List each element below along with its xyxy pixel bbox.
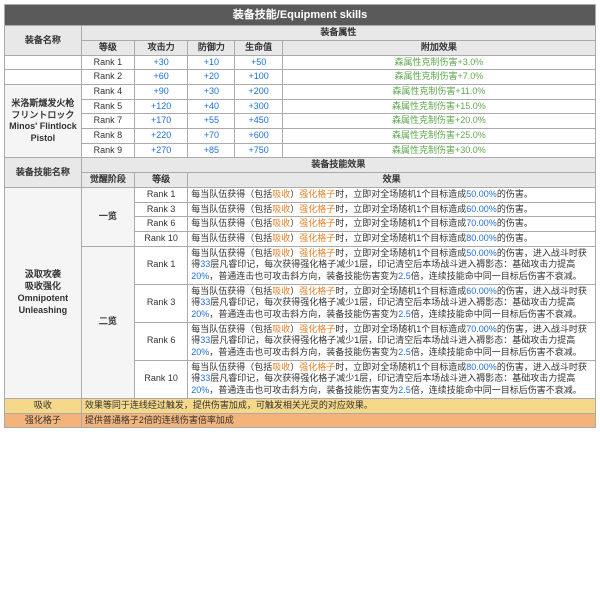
skill-row: 汲取攻袭吸收强化Omnipotent Unleashing一览Rank 1每当队… — [5, 187, 596, 202]
effect: 每当队伍获得（包括吸收）强化格子时，立即对全场随机1个目标造成60.00%的伤害… — [188, 202, 596, 217]
rank: Rank 1 — [81, 55, 134, 70]
rank: Rank 1 — [135, 246, 188, 284]
empty-cell — [5, 70, 82, 85]
atk: +120 — [135, 99, 188, 114]
effect: 每当队伍获得（包括吸收）强化格子时，立即对全场随机1个目标造成50.00%的伤害… — [188, 246, 596, 284]
stat-row: Rank 5 +120 +40 +300 森属性克制伤害+15.0% — [5, 99, 596, 114]
absorb-label: 吸收 — [5, 398, 82, 413]
effect: 每当队伍获得（包括吸收）强化格子时，立即对全场随机1个目标造成70.00%的伤害… — [188, 322, 596, 360]
effect: 每当队伍获得（包括吸收）强化格子时，立即对全场随机1个目标造成70.00%的伤害… — [188, 217, 596, 232]
col-def: 防御力 — [188, 40, 235, 55]
extra: 森属性克制伤害+7.0% — [282, 70, 595, 85]
rank: Rank 3 — [135, 202, 188, 217]
awaken-1: 一览 — [81, 187, 134, 246]
atk: +170 — [135, 114, 188, 129]
hp: +600 — [235, 129, 282, 144]
stat-row: Rank 8 +220 +70 +600 森属性克制伤害+25.0% — [5, 129, 596, 144]
def: +10 — [188, 55, 235, 70]
extra: 森属性克制伤害+25.0% — [282, 129, 595, 144]
col-extra: 附加效果 — [282, 40, 595, 55]
skill-name-cell: 汲取攻袭吸收强化Omnipotent Unleashing — [5, 187, 82, 398]
hp: +300 — [235, 99, 282, 114]
rank: Rank 1 — [135, 187, 188, 202]
col-skill-name: 装备技能名称 — [5, 158, 82, 187]
extra: 森属性克制伤害+3.0% — [282, 55, 595, 70]
def: +55 — [188, 114, 235, 129]
hp: +100 — [235, 70, 282, 85]
hp: +200 — [235, 85, 282, 100]
extra: 森属性克制伤害+11.0% — [282, 85, 595, 100]
effect: 每当队伍获得（包括吸收）强化格子时，立即对全场随机1个目标造成80.00%的伤害… — [188, 231, 596, 246]
rank: Rank 6 — [135, 217, 188, 232]
extra: 森属性克制伤害+20.0% — [282, 114, 595, 129]
col-rank2: 等级 — [135, 173, 188, 188]
effect: 每当队伍获得（包括吸收）强化格子时，立即对全场随机1个目标造成50.00%的伤害… — [188, 187, 596, 202]
rank: Rank 8 — [81, 129, 134, 144]
col-atk: 攻击力 — [135, 40, 188, 55]
def: +30 — [188, 85, 235, 100]
footer-boost: 强化格子 提供普通格子2倍的连线伤害倍率加成 — [5, 413, 596, 428]
absorb-desc: 效果等同于连线经过触发，提供伤害加成，可触发相关光灵的对应效果。 — [81, 398, 595, 413]
hp: +50 — [235, 55, 282, 70]
skill-row: 二览Rank 1每当队伍获得（包括吸收）强化格子时，立即对全场随机1个目标造成5… — [5, 246, 596, 284]
atk: +220 — [135, 129, 188, 144]
table-title: 装备技能/Equipment skills — [5, 5, 596, 26]
footer-absorb: 吸收 效果等同于连线经过触发，提供伤害加成，可触发相关光灵的对应效果。 — [5, 398, 596, 413]
rank: Rank 2 — [81, 70, 134, 85]
col-effect: 效果 — [188, 173, 596, 188]
boost-desc: 提供普通格子2倍的连线伤害倍率加成 — [81, 413, 595, 428]
def: +40 — [188, 99, 235, 114]
def: +70 — [188, 129, 235, 144]
rank: Rank 10 — [135, 231, 188, 246]
atk: +30 — [135, 55, 188, 70]
hp: +450 — [235, 114, 282, 129]
col-awaken: 觉醒阶段 — [81, 173, 134, 188]
rank: Rank 6 — [135, 322, 188, 360]
stat-row: Rank 1 +30 +10 +50 森属性克制伤害+3.0% — [5, 55, 596, 70]
col-equip-attr: 装备属性 — [81, 26, 595, 41]
extra: 森属性克制伤害+30.0% — [282, 143, 595, 158]
rank: Rank 3 — [135, 284, 188, 322]
effect: 每当队伍获得（包括吸收）强化格子时，立即对全场随机1个目标造成80.00%的伤害… — [188, 360, 596, 398]
rank: Rank 7 — [81, 114, 134, 129]
def: +85 — [188, 143, 235, 158]
col-skill-eff: 装备技能效果 — [81, 158, 595, 173]
stat-row: Rank 2 +60 +20 +100 森属性克制伤害+7.0% — [5, 70, 596, 85]
atk: +270 — [135, 143, 188, 158]
stat-row: Rank 7 +170 +55 +450 森属性克制伤害+20.0% — [5, 114, 596, 129]
col-rank: 等级 — [81, 40, 134, 55]
stat-row: Rank 9 +270 +85 +750 森属性克制伤害+30.0% — [5, 143, 596, 158]
equip-name-cell: 米洛斯燧发火枪フリントロックMinos' Flintlock Pistol — [5, 85, 82, 158]
def: +20 — [188, 70, 235, 85]
col-equip-name: 装备名称 — [5, 26, 82, 55]
boost-label: 强化格子 — [5, 413, 82, 428]
atk: +60 — [135, 70, 188, 85]
rank: Rank 4 — [81, 85, 134, 100]
atk: +90 — [135, 85, 188, 100]
rank: Rank 5 — [81, 99, 134, 114]
col-hp: 生命值 — [235, 40, 282, 55]
effect: 每当队伍获得（包括吸收）强化格子时，立即对全场随机1个目标造成60.00%的伤害… — [188, 284, 596, 322]
rank: Rank 9 — [81, 143, 134, 158]
stat-row: 米洛斯燧发火枪フリントロックMinos' Flintlock PistolRan… — [5, 85, 596, 100]
awaken-2: 二览 — [81, 246, 134, 398]
extra: 森属性克制伤害+15.0% — [282, 99, 595, 114]
hp: +750 — [235, 143, 282, 158]
equipment-skills-table: 装备技能/Equipment skills 装备名称 装备属性 等级 攻击力 防… — [4, 4, 596, 428]
rank: Rank 10 — [135, 360, 188, 398]
empty-cell — [5, 55, 82, 70]
